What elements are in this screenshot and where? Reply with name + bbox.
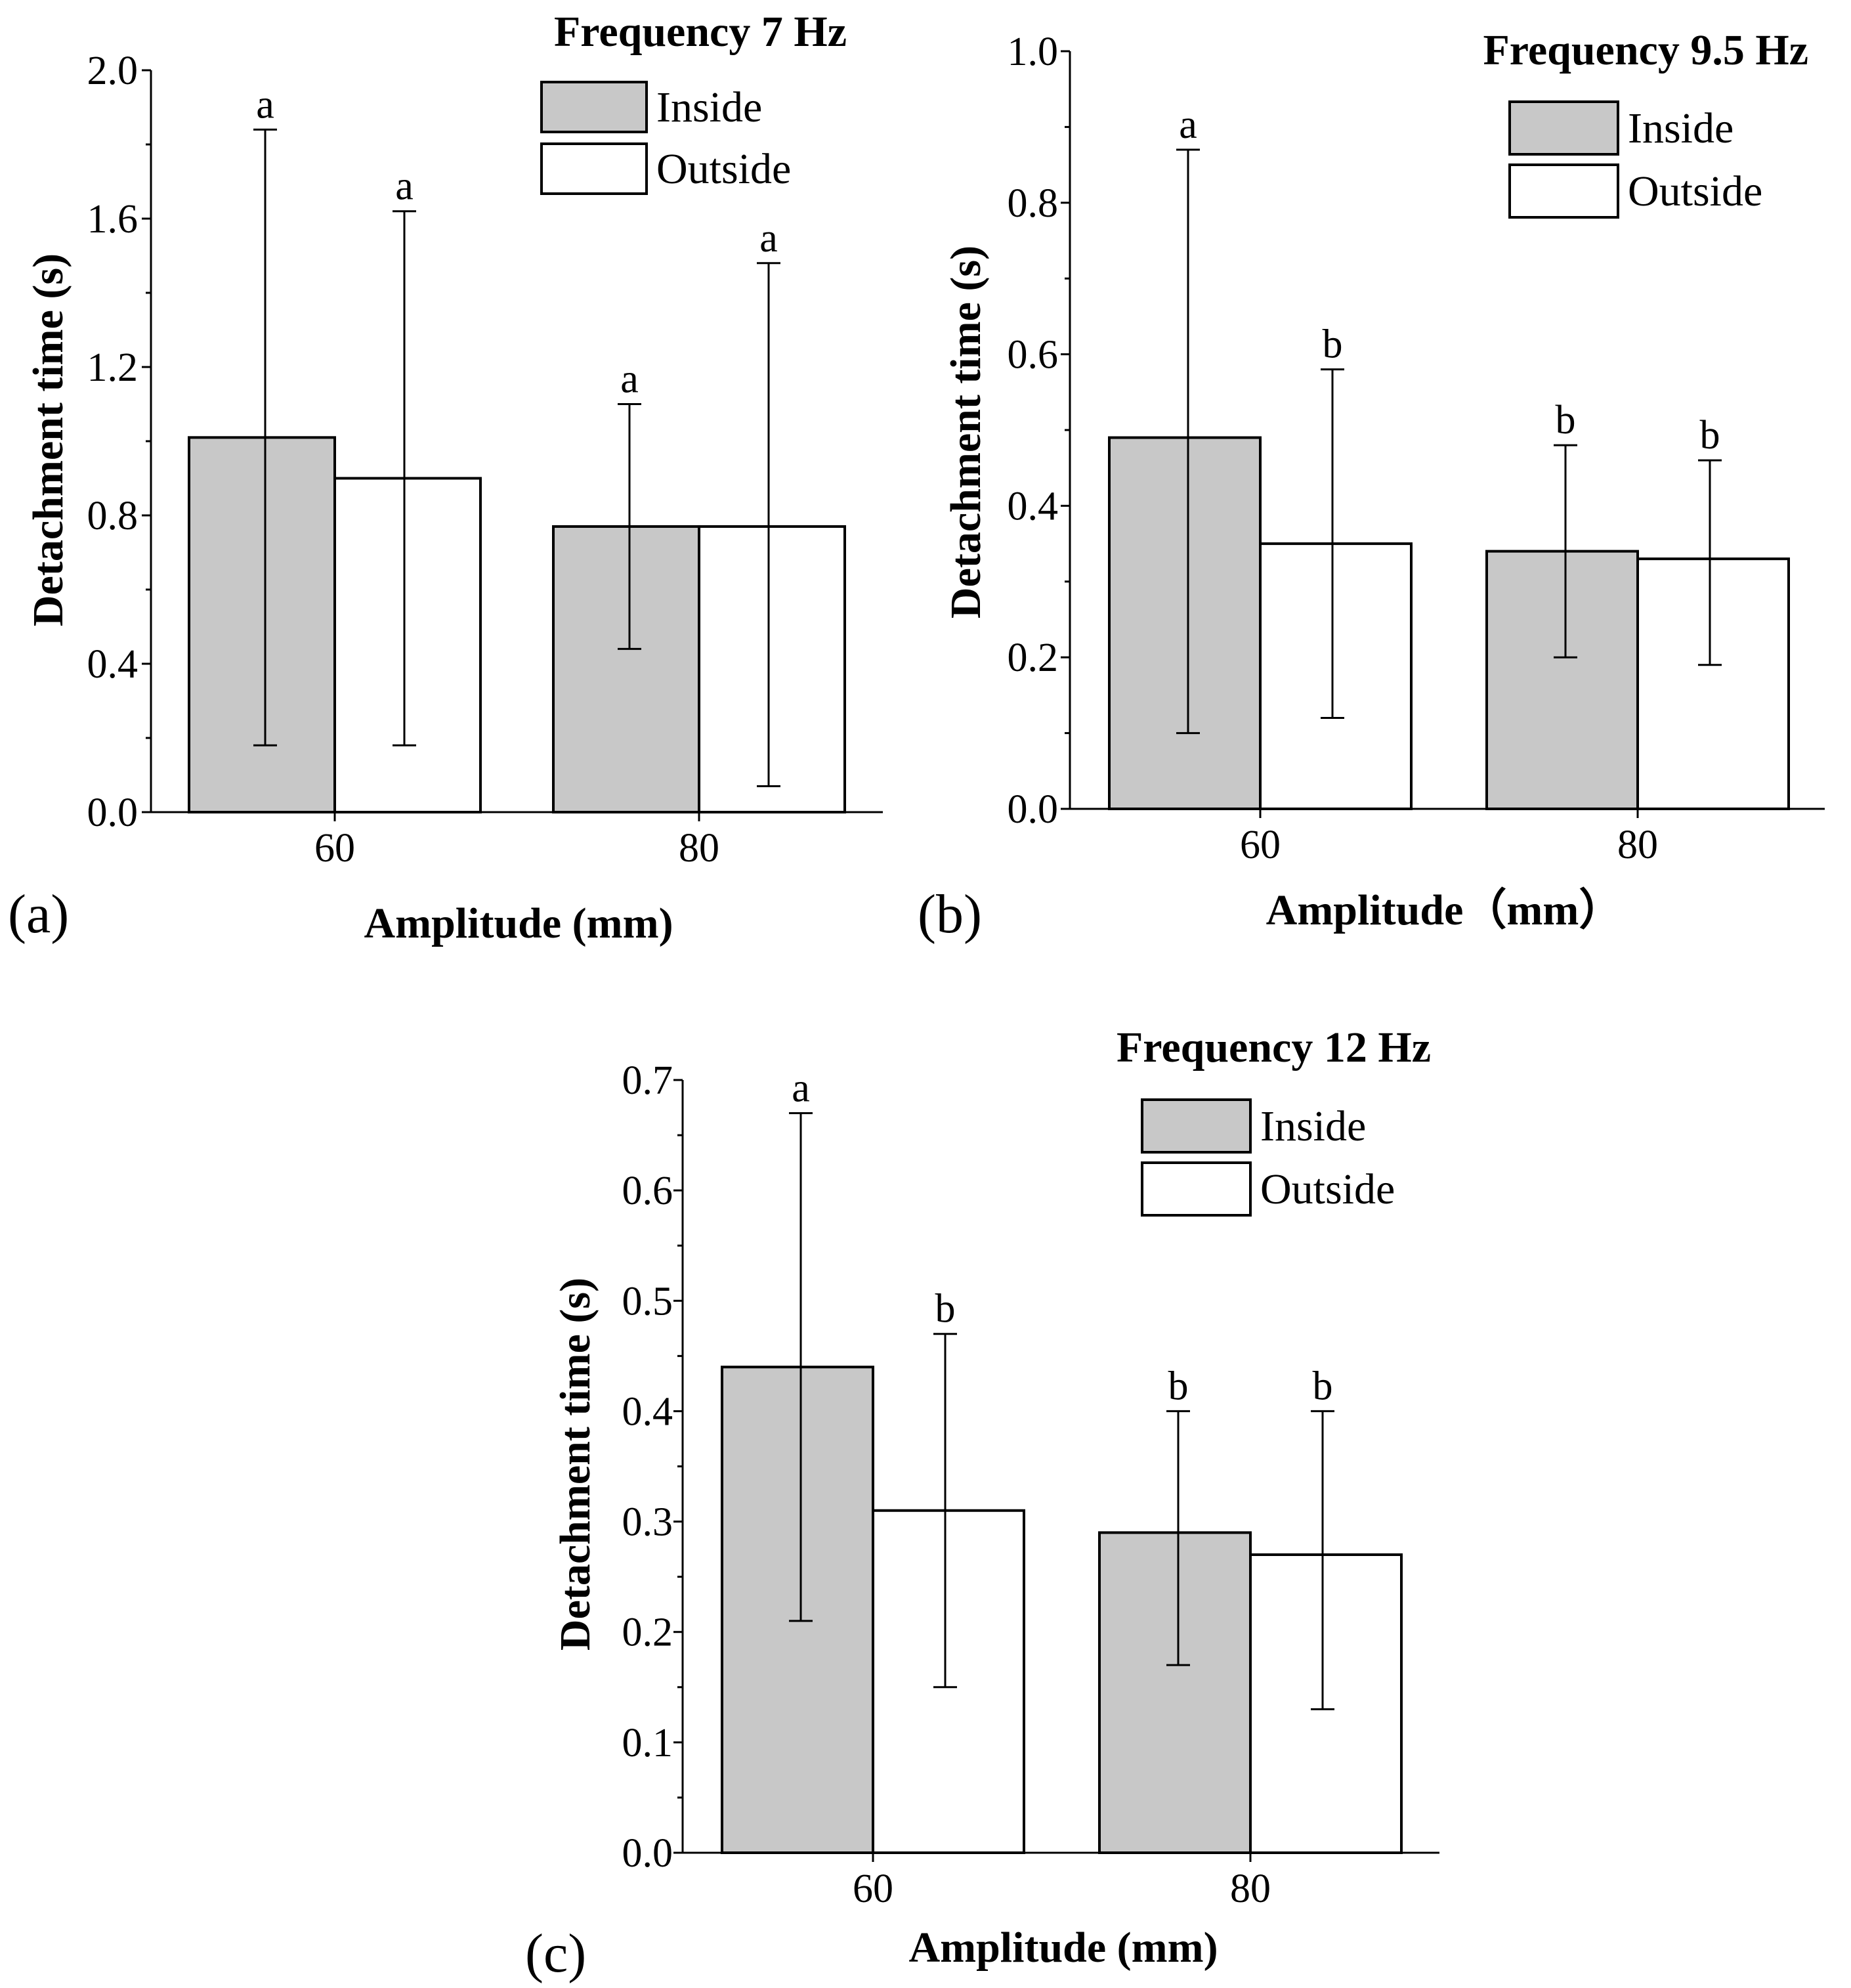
chart-panel-c: a b b b 0.0 0.1 0.2 0.3 0.4 0.5 0.6 0.7 60 80 Amplitud… bbox=[525, 1024, 1439, 1984]
x-tick-label-60: 60 bbox=[853, 1867, 893, 1911]
x-axis-title: Amplitude（mm） bbox=[1266, 886, 1623, 934]
y-tick-label: 0.6 bbox=[1008, 333, 1059, 378]
significance-label-outside-60: b bbox=[1323, 322, 1343, 367]
x-tick-label-60: 60 bbox=[314, 826, 355, 871]
bar-inside-80 bbox=[1098, 1531, 1252, 1855]
y-tick-label: 0.8 bbox=[1008, 181, 1059, 226]
legend: Inside Outside bbox=[540, 81, 791, 195]
error-bar-outside-60 bbox=[393, 210, 416, 746]
error-bar-outside-60 bbox=[933, 1333, 957, 1689]
error-bar-outside-80 bbox=[1311, 1410, 1334, 1710]
chart-panel-b: a b b b 0.0 0.2 0.4 0.6 0.8 1.0 60 80 Amplitude（mm） D… bbox=[918, 26, 1825, 945]
significance-label-outside-60: b bbox=[935, 1287, 956, 1331]
significance-label-outside-80: b bbox=[1313, 1364, 1333, 1408]
y-tick-label: 0.0 bbox=[622, 1831, 673, 1876]
chart-title: Frequency 7 Hz bbox=[554, 8, 847, 56]
legend-swatch-outside bbox=[540, 142, 648, 195]
bar-inside-60 bbox=[721, 1366, 874, 1854]
significance-label-inside-80: a bbox=[620, 357, 639, 402]
x-tick-label-80: 80 bbox=[1617, 823, 1658, 867]
y-tick-label: 0.1 bbox=[622, 1721, 673, 1765]
bar-outside-80 bbox=[698, 525, 846, 813]
y-tick-label: 1.0 bbox=[1008, 30, 1059, 74]
x-axis-title: Amplitude (mm) bbox=[908, 1924, 1218, 1972]
bar-outside-80 bbox=[1249, 1553, 1403, 1855]
error-bar-inside-60 bbox=[253, 128, 277, 746]
legend-label-inside: Inside bbox=[1628, 104, 1734, 152]
bar-outside-60 bbox=[872, 1509, 1025, 1854]
error-bar-inside-80 bbox=[1166, 1410, 1190, 1666]
y-tick-label: 0.8 bbox=[87, 494, 138, 538]
y-tick-label: 0.2 bbox=[1008, 636, 1059, 680]
chart-title: Frequency 9.5 Hz bbox=[1483, 26, 1808, 74]
legend-label-inside: Inside bbox=[656, 83, 762, 131]
bar-inside-60 bbox=[188, 436, 336, 813]
legend-swatch-outside bbox=[1141, 1161, 1252, 1217]
x-axis-title: Amplitude (mm) bbox=[364, 899, 673, 947]
panel-label: (a) bbox=[8, 884, 69, 945]
y-tick-label: 2.0 bbox=[87, 49, 138, 93]
y-tick-label: 0.6 bbox=[622, 1169, 673, 1213]
legend: Inside Outside bbox=[1141, 1098, 1395, 1217]
y-tick-label: 0.2 bbox=[622, 1610, 673, 1655]
y-tick-label: 0.4 bbox=[622, 1389, 673, 1434]
significance-label-outside-80: a bbox=[759, 216, 778, 261]
significance-label-inside-60: a bbox=[1179, 102, 1197, 147]
significance-label-inside-60: a bbox=[792, 1066, 810, 1110]
legend-swatch-outside bbox=[1508, 163, 1619, 219]
x-tick-label-80: 80 bbox=[679, 826, 719, 871]
y-axis-title: Detachment time (s) bbox=[551, 1278, 599, 1651]
legend-label-outside: Outside bbox=[656, 145, 791, 193]
error-bar-outside-80 bbox=[757, 262, 780, 787]
y-tick-label: 0.0 bbox=[1008, 787, 1059, 832]
legend-label-outside: Outside bbox=[1260, 1165, 1395, 1213]
legend-swatch-inside bbox=[1141, 1098, 1252, 1154]
error-bar-inside-60 bbox=[1176, 148, 1200, 735]
bar-outside-80 bbox=[1636, 557, 1790, 810]
significance-label-inside-60: a bbox=[256, 82, 274, 127]
bar-inside-80 bbox=[552, 525, 700, 813]
legend-swatch-inside bbox=[1508, 100, 1619, 156]
x-tick-label-80: 80 bbox=[1230, 1867, 1271, 1911]
legend-label-outside: Outside bbox=[1628, 167, 1762, 215]
chart-title: Frequency 12 Hz bbox=[1117, 1024, 1431, 1071]
bar-inside-60 bbox=[1108, 436, 1262, 810]
y-tick-label: 1.2 bbox=[87, 345, 138, 390]
y-tick-label: 0.7 bbox=[622, 1058, 673, 1103]
bar-inside-80 bbox=[1485, 550, 1639, 810]
error-bar-outside-80 bbox=[1698, 459, 1722, 666]
error-bar-outside-60 bbox=[1321, 368, 1344, 720]
legend: Inside Outside bbox=[1508, 100, 1762, 219]
x-tick-label-60: 60 bbox=[1240, 823, 1281, 867]
bar-outside-60 bbox=[1259, 542, 1413, 810]
significance-label-inside-80: b bbox=[1556, 398, 1576, 443]
y-axis-title: Detachment time (s) bbox=[24, 253, 72, 626]
y-tick-label: 0.4 bbox=[87, 642, 138, 687]
y-tick-label: 0.3 bbox=[622, 1500, 673, 1545]
y-tick-label: 0.4 bbox=[1008, 484, 1059, 529]
error-bar-inside-80 bbox=[1554, 444, 1577, 659]
bar-outside-60 bbox=[333, 477, 482, 813]
legend-label-inside: Inside bbox=[1260, 1102, 1366, 1150]
y-tick-label: 1.6 bbox=[87, 197, 138, 242]
significance-label-inside-80: b bbox=[1168, 1364, 1189, 1408]
error-bar-inside-80 bbox=[618, 403, 641, 650]
y-axis-title: Detachment time (s) bbox=[942, 246, 990, 618]
legend-swatch-inside bbox=[540, 81, 648, 133]
significance-label-outside-60: a bbox=[395, 164, 414, 209]
significance-label-outside-80: b bbox=[1700, 413, 1720, 458]
error-bar-inside-60 bbox=[789, 1112, 813, 1622]
panel-label: (b) bbox=[918, 884, 982, 945]
y-tick-label: 0.0 bbox=[87, 790, 138, 835]
panel-label: (c) bbox=[525, 1923, 586, 1984]
y-tick-label: 0.5 bbox=[622, 1279, 673, 1324]
